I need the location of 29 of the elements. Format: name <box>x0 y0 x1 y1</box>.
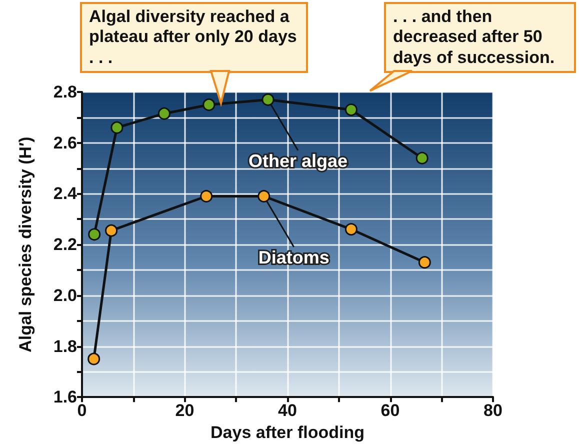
point <box>110 121 124 134</box>
point <box>344 104 358 116</box>
x-tick-label: 0 <box>77 401 87 420</box>
x-tick-label: 60 <box>380 401 400 420</box>
point <box>88 352 100 366</box>
y-tick-label: 2.0 <box>53 286 77 305</box>
x-tick-label: 40 <box>278 401 297 420</box>
point <box>416 152 428 164</box>
text: . . . and then decreased after 50 days of succession. <box>384 2 576 74</box>
y-tick-label: 2.8 <box>53 82 77 102</box>
point <box>418 256 431 269</box>
point <box>262 93 274 106</box>
point <box>88 228 101 241</box>
y-tick-label: 1.6 <box>53 388 77 407</box>
x-tick-label: 80 <box>484 401 502 420</box>
point <box>158 107 170 120</box>
x-tick-label: 20 <box>175 401 194 420</box>
y-tick-label: 1.8 <box>53 336 77 356</box>
annotation: Algal diversity reached a plateau after only 20 days . . . <box>80 2 308 74</box>
point <box>105 224 118 237</box>
x-axis-title: Days after flooding <box>210 423 364 442</box>
y-tick-label: 2.4 <box>53 184 78 204</box>
point <box>202 98 216 111</box>
y-tick-label: 2.6 <box>53 133 77 152</box>
point <box>258 190 270 202</box>
y-axis-title: Algal species diversity (H′) <box>16 136 35 352</box>
point <box>200 190 213 202</box>
point <box>344 223 358 236</box>
y-tick-label: 2.2 <box>53 235 77 254</box>
